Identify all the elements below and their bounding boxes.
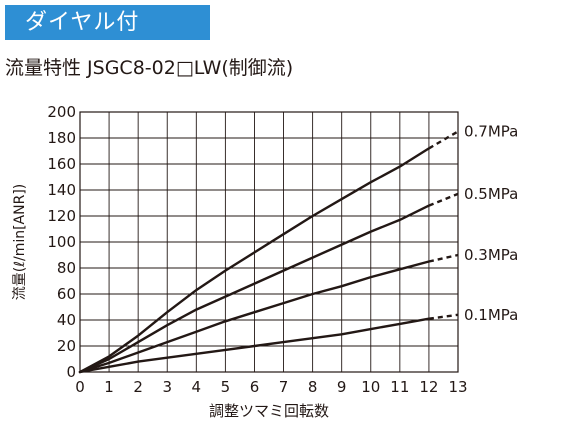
- x-tick-label: 9: [337, 378, 347, 396]
- series-label: 0.7MPa: [464, 123, 518, 141]
- series-line: [78, 204, 431, 374]
- badge-label: ダイヤル付: [25, 10, 140, 35]
- series-line-dashed: [428, 130, 459, 150]
- x-tick-label: 12: [419, 378, 438, 396]
- series-label: 0.5MPa: [464, 185, 518, 203]
- y-tick-label: 200: [47, 103, 76, 121]
- x-tick-label: 3: [162, 378, 172, 396]
- series-line: [78, 147, 431, 374]
- category-badge: ダイヤル付: [5, 5, 210, 40]
- y-tick-label: 160: [47, 155, 76, 173]
- y-tick-label: 40: [57, 311, 76, 329]
- x-tick-label: 2: [133, 378, 143, 396]
- x-tick-label: 5: [221, 378, 231, 396]
- x-tick-label: 0: [75, 378, 85, 396]
- y-tick-label: 80: [57, 259, 76, 277]
- y-tick-label: 180: [47, 129, 76, 147]
- series-line: [78, 260, 431, 374]
- y-tick-label: 60: [57, 285, 76, 303]
- x-tick-label: 8: [308, 378, 318, 396]
- y-axis-label: 流量(ℓ/min[ANR]): [12, 184, 28, 301]
- x-tick-label: 11: [390, 378, 409, 396]
- y-tick-label: 20: [57, 337, 76, 355]
- y-tick-label: 120: [47, 207, 76, 225]
- x-tick-label: 13: [448, 378, 467, 396]
- series-line-dashed: [428, 192, 459, 207]
- x-tick-label: 10: [361, 378, 380, 396]
- series-line: [78, 317, 431, 374]
- series-line-dashed: [428, 313, 459, 320]
- y-tick-label: 140: [47, 181, 76, 199]
- series-label: 0.1MPa: [464, 306, 518, 324]
- x-tick-label: 4: [192, 378, 202, 396]
- chart-title: 流量特性 JSGC8-02□LW(制御流): [5, 57, 294, 79]
- series-label: 0.3MPa: [464, 246, 518, 264]
- x-tick-label: 7: [279, 378, 289, 396]
- x-tick-label: 1: [104, 378, 114, 396]
- y-tick-label: 0: [66, 363, 76, 381]
- y-tick-label: 100: [47, 233, 76, 251]
- plot-frame: [79, 111, 459, 373]
- series-line-dashed: [428, 253, 459, 263]
- x-tick-label: 6: [250, 378, 260, 396]
- x-axis-label: 調整ツマミ回転数: [209, 402, 329, 420]
